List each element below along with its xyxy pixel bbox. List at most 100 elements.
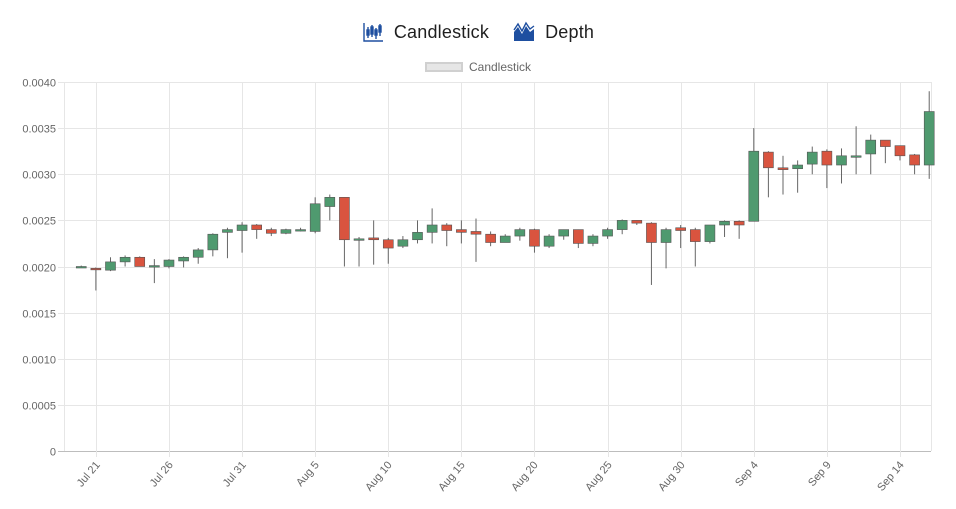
y-tick-label: 0.0030	[22, 170, 56, 182]
candle-body	[558, 229, 570, 237]
candle-body	[909, 154, 920, 166]
candle-body	[382, 239, 394, 249]
candle-body	[412, 232, 423, 241]
candle-body	[675, 227, 686, 231]
x-tick-label: Sep 4	[733, 459, 761, 489]
y-tick-label: 0.0020	[22, 263, 56, 275]
candle-body	[777, 167, 789, 170]
y-tick-label: 0.0025	[22, 216, 56, 228]
candle	[514, 227, 526, 241]
candle-body	[689, 229, 701, 242]
chart-legend[interactable]: Candlestick	[0, 59, 956, 75]
candle	[119, 255, 131, 267]
chart-type-tabs: Candlestick Depth	[0, 18, 956, 46]
y-tick-label: 0.0005	[22, 401, 56, 413]
candle-body	[134, 256, 146, 267]
candle	[339, 197, 350, 267]
candle	[368, 220, 379, 265]
candle-body	[660, 229, 672, 243]
candle	[558, 229, 570, 240]
x-tick-label: Jul 21	[75, 459, 103, 489]
candle-body	[251, 224, 262, 230]
candle-body	[719, 220, 730, 226]
candle-body	[295, 229, 306, 232]
candle	[529, 228, 540, 253]
candle-body	[821, 150, 833, 166]
y-tick-label: 0.0015	[22, 309, 56, 321]
candle	[660, 227, 672, 269]
depth-chart-icon	[513, 21, 535, 41]
x-tick-label: Jul 26	[148, 459, 176, 489]
x-tick-label: Aug 25	[583, 459, 615, 493]
candle	[485, 231, 496, 247]
candle	[777, 155, 789, 195]
candle-body	[441, 224, 453, 231]
y-tick-label: 0.0040	[22, 78, 56, 90]
candle	[616, 219, 628, 235]
candle	[923, 91, 935, 179]
candle-body	[368, 237, 379, 241]
candle-body	[616, 220, 628, 230]
candle-body	[514, 229, 526, 237]
candlestick-chart-icon	[363, 23, 383, 42]
candle-body	[865, 139, 877, 155]
x-tick-label: Aug 5	[294, 459, 322, 489]
candle-body	[266, 229, 277, 234]
candle-body	[543, 235, 555, 247]
candle	[426, 208, 438, 244]
candle-body	[646, 222, 657, 243]
candle	[178, 256, 189, 268]
candle-body	[309, 203, 321, 232]
candle	[836, 148, 847, 184]
tab-candlestick-label: Candlestick	[393, 21, 490, 42]
candle-body	[192, 249, 204, 258]
y-tick-label: 0	[50, 447, 56, 459]
candle-body	[324, 197, 336, 207]
candle-body	[485, 233, 496, 243]
candle	[134, 256, 146, 267]
x-axis: Jul 21 Jul 26 Jul 31 Aug 5 Aug 10 Aug 15 Aug 2…	[75, 459, 907, 493]
candle	[865, 134, 877, 175]
candle	[309, 197, 321, 234]
candle-body	[397, 239, 409, 247]
tab-depth[interactable]: Depth	[513, 21, 594, 43]
candle	[719, 220, 730, 237]
candle-body	[105, 261, 116, 271]
candle	[880, 139, 891, 164]
candle	[909, 153, 920, 175]
candle	[646, 222, 657, 285]
x-tick-label: Aug 20	[509, 459, 541, 493]
y-tick-label: 0.0035	[22, 124, 56, 136]
candle-body	[222, 229, 233, 233]
candle	[543, 234, 555, 249]
candle-body	[149, 265, 160, 268]
candle	[90, 267, 102, 291]
candle	[412, 220, 423, 244]
candle-body	[748, 150, 760, 222]
candle-body	[236, 224, 248, 231]
candle-body	[880, 139, 891, 147]
candle	[105, 257, 116, 272]
chart-grid	[58, 82, 932, 457]
y-axis: 0 0.0005 0.0010 0.0015 0.0020 0.0025 0.0030 0.0…	[22, 78, 56, 459]
candle	[295, 227, 306, 232]
candle-body	[631, 220, 643, 224]
legend-label: Candlestick	[468, 60, 532, 74]
candle-body	[207, 233, 219, 251]
candle-body	[602, 229, 613, 237]
candle-body	[456, 229, 467, 233]
candle	[397, 236, 409, 249]
candle-body	[792, 164, 803, 170]
candle-body	[178, 256, 189, 262]
tab-candlestick[interactable]: Candlestick	[362, 21, 489, 43]
candle-body	[353, 238, 365, 241]
candle	[75, 265, 87, 269]
candle	[470, 218, 482, 262]
candle	[689, 227, 701, 267]
candle-body	[499, 235, 511, 243]
legend-swatch	[424, 62, 463, 72]
candle	[163, 259, 175, 269]
candle	[149, 259, 160, 284]
candle	[236, 222, 248, 253]
